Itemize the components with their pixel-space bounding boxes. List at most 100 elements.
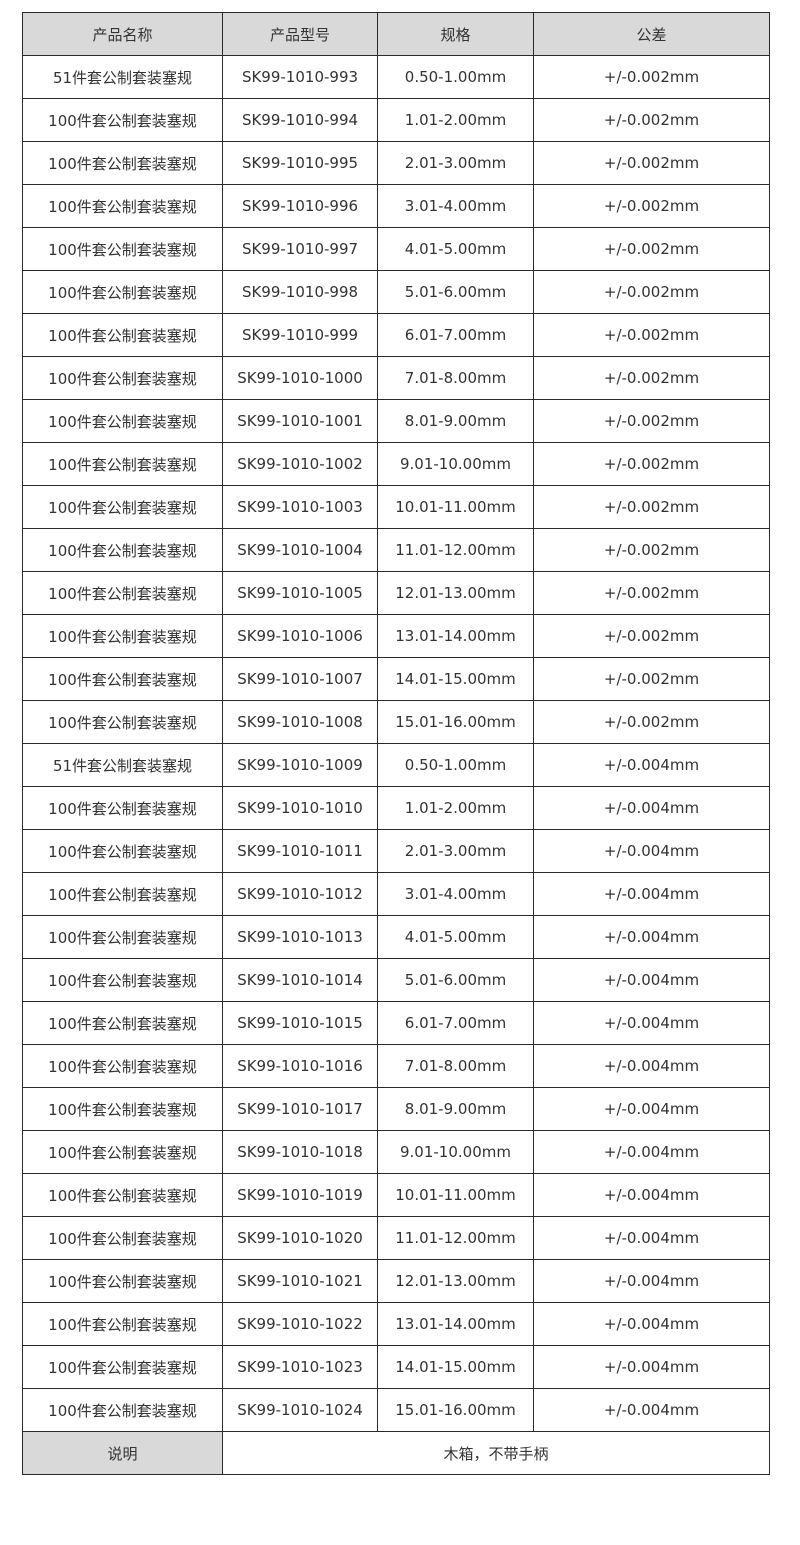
cell-tolerance: +/-0.002mm <box>533 227 770 271</box>
cell-spec: 10.01-11.00mm <box>377 1173 534 1217</box>
header-spec: 规格 <box>377 12 534 56</box>
table-row: 100件套公制套装塞规 SK99-1010-1020 11.01-12.00mm +/… <box>22 1216 770 1260</box>
cell-model: SK99-1010-1007 <box>222 657 378 701</box>
cell-spec: 6.01-7.00mm <box>377 313 534 357</box>
cell-tolerance: +/-0.004mm <box>533 1388 770 1432</box>
cell-product-name: 100件套公制套装塞规 <box>22 528 223 572</box>
cell-spec: 1.01-2.00mm <box>377 98 534 142</box>
cell-spec: 8.01-9.00mm <box>377 399 534 443</box>
table-row: 100件套公制套装塞规 SK99-1010-1001 8.01-9.00mm +/-0… <box>22 399 770 443</box>
cell-model: SK99-1010-1017 <box>222 1087 378 1131</box>
table-row: 100件套公制套装塞规 SK99-1010-1002 9.01-10.00mm +/-… <box>22 442 770 486</box>
cell-model: SK99-1010-999 <box>222 313 378 357</box>
cell-tolerance: +/-0.002mm <box>533 700 770 744</box>
cell-product-name: 100件套公制套装塞规 <box>22 141 223 185</box>
table-row: 100件套公制套装塞规 SK99-1010-1010 1.01-2.00mm +/-0… <box>22 786 770 830</box>
cell-spec: 14.01-15.00mm <box>377 657 534 701</box>
cell-spec: 7.01-8.00mm <box>377 1044 534 1088</box>
cell-model: SK99-1010-1005 <box>222 571 378 615</box>
cell-spec: 10.01-11.00mm <box>377 485 534 529</box>
cell-tolerance: +/-0.002mm <box>533 399 770 443</box>
cell-model: SK99-1010-1010 <box>222 786 378 830</box>
cell-model: SK99-1010-1011 <box>222 829 378 873</box>
cell-product-name: 100件套公制套装塞规 <box>22 313 223 357</box>
cell-spec: 3.01-4.00mm <box>377 184 534 228</box>
cell-spec: 9.01-10.00mm <box>377 442 534 486</box>
header-product-name: 产品名称 <box>22 12 223 56</box>
cell-spec: 7.01-8.00mm <box>377 356 534 400</box>
cell-tolerance: +/-0.002mm <box>533 356 770 400</box>
cell-model: SK99-1010-1016 <box>222 1044 378 1088</box>
cell-product-name: 100件套公制套装塞规 <box>22 657 223 701</box>
cell-model: SK99-1010-1019 <box>222 1173 378 1217</box>
cell-tolerance: +/-0.004mm <box>533 829 770 873</box>
cell-model: SK99-1010-993 <box>222 55 378 99</box>
cell-spec: 12.01-13.00mm <box>377 1259 534 1303</box>
cell-product-name: 100件套公制套装塞规 <box>22 442 223 486</box>
cell-product-name: 100件套公制套装塞规 <box>22 1216 223 1260</box>
cell-product-name: 100件套公制套装塞规 <box>22 700 223 744</box>
cell-product-name: 100件套公制套装塞规 <box>22 1345 223 1389</box>
cell-product-name: 100件套公制套装塞规 <box>22 1388 223 1432</box>
cell-model: SK99-1010-1001 <box>222 399 378 443</box>
cell-product-name: 100件套公制套装塞规 <box>22 1130 223 1174</box>
cell-product-name: 100件套公制套装塞规 <box>22 399 223 443</box>
cell-spec: 9.01-10.00mm <box>377 1130 534 1174</box>
product-spec-table: 产品名称 产品型号 规格 公差 51件套公制套装塞规 SK99-1010-993 0… <box>22 12 770 1475</box>
cell-tolerance: +/-0.002mm <box>533 270 770 314</box>
cell-product-name: 51件套公制套装塞规 <box>22 55 223 99</box>
cell-product-name: 100件套公制套装塞规 <box>22 915 223 959</box>
table-row: 100件套公制套装塞规 SK99-1010-1014 5.01-6.00mm +/-0… <box>22 958 770 1002</box>
cell-spec: 3.01-4.00mm <box>377 872 534 916</box>
cell-product-name: 100件套公制套装塞规 <box>22 485 223 529</box>
table-row: 100件套公制套装塞规 SK99-1010-1012 3.01-4.00mm +/-0… <box>22 872 770 916</box>
cell-model: SK99-1010-995 <box>222 141 378 185</box>
cell-spec: 12.01-13.00mm <box>377 571 534 615</box>
cell-model: SK99-1010-1002 <box>222 442 378 486</box>
cell-tolerance: +/-0.004mm <box>533 1173 770 1217</box>
cell-model: SK99-1010-1004 <box>222 528 378 572</box>
table-row: 100件套公制套装塞规 SK99-1010-998 5.01-6.00mm +/-0.… <box>22 270 770 314</box>
header-model: 产品型号 <box>222 12 378 56</box>
table-row: 100件套公制套装塞规 SK99-1010-1017 8.01-9.00mm +/-0… <box>22 1087 770 1131</box>
cell-tolerance: +/-0.002mm <box>533 614 770 658</box>
cell-model: SK99-1010-1014 <box>222 958 378 1002</box>
cell-product-name: 100件套公制套装塞规 <box>22 98 223 142</box>
cell-tolerance: +/-0.004mm <box>533 743 770 787</box>
cell-model: SK99-1010-1012 <box>222 872 378 916</box>
cell-spec: 8.01-9.00mm <box>377 1087 534 1131</box>
cell-product-name: 100件套公制套装塞规 <box>22 1173 223 1217</box>
cell-tolerance: +/-0.002mm <box>533 571 770 615</box>
cell-spec: 15.01-16.00mm <box>377 700 534 744</box>
cell-tolerance: +/-0.002mm <box>533 657 770 701</box>
table-row: 100件套公制套装塞规 SK99-1010-1015 6.01-7.00mm +/-0… <box>22 1001 770 1045</box>
table-row: 100件套公制套装塞规 SK99-1010-1007 14.01-15.00mm +/… <box>22 657 770 701</box>
table-row: 100件套公制套装塞规 SK99-1010-996 3.01-4.00mm +/-0.… <box>22 184 770 228</box>
table-body: 51件套公制套装塞规 SK99-1010-993 0.50-1.00mm +/-0.0… <box>22 55 770 1432</box>
cell-model: SK99-1010-998 <box>222 270 378 314</box>
cell-model: SK99-1010-1000 <box>222 356 378 400</box>
cell-spec: 11.01-12.00mm <box>377 528 534 572</box>
cell-model: SK99-1010-996 <box>222 184 378 228</box>
cell-product-name: 100件套公制套装塞规 <box>22 958 223 1002</box>
cell-tolerance: +/-0.004mm <box>533 786 770 830</box>
table-row: 100件套公制套装塞规 SK99-1010-999 6.01-7.00mm +/-0.… <box>22 313 770 357</box>
cell-spec: 1.01-2.00mm <box>377 786 534 830</box>
table-row: 100件套公制套装塞规 SK99-1010-1006 13.01-14.00mm +/… <box>22 614 770 658</box>
cell-spec: 4.01-5.00mm <box>377 227 534 271</box>
cell-product-name: 100件套公制套装塞规 <box>22 1087 223 1131</box>
cell-product-name: 100件套公制套装塞规 <box>22 571 223 615</box>
cell-tolerance: +/-0.004mm <box>533 1001 770 1045</box>
cell-tolerance: +/-0.004mm <box>533 1302 770 1346</box>
cell-spec: 6.01-7.00mm <box>377 1001 534 1045</box>
cell-spec: 2.01-3.00mm <box>377 141 534 185</box>
table-row: 100件套公制套装塞规 SK99-1010-1021 12.01-13.00mm +/… <box>22 1259 770 1303</box>
table-row: 100件套公制套装塞规 SK99-1010-1024 15.01-16.00mm +/… <box>22 1388 770 1432</box>
table-row: 100件套公制套装塞规 SK99-1010-1008 15.01-16.00mm +/… <box>22 700 770 744</box>
cell-product-name: 100件套公制套装塞规 <box>22 1044 223 1088</box>
cell-tolerance: +/-0.002mm <box>533 55 770 99</box>
cell-model: SK99-1010-1021 <box>222 1259 378 1303</box>
cell-model: SK99-1010-1003 <box>222 485 378 529</box>
cell-model: SK99-1010-1006 <box>222 614 378 658</box>
table-row: 100件套公制套装塞规 SK99-1010-1003 10.01-11.00mm +/… <box>22 485 770 529</box>
